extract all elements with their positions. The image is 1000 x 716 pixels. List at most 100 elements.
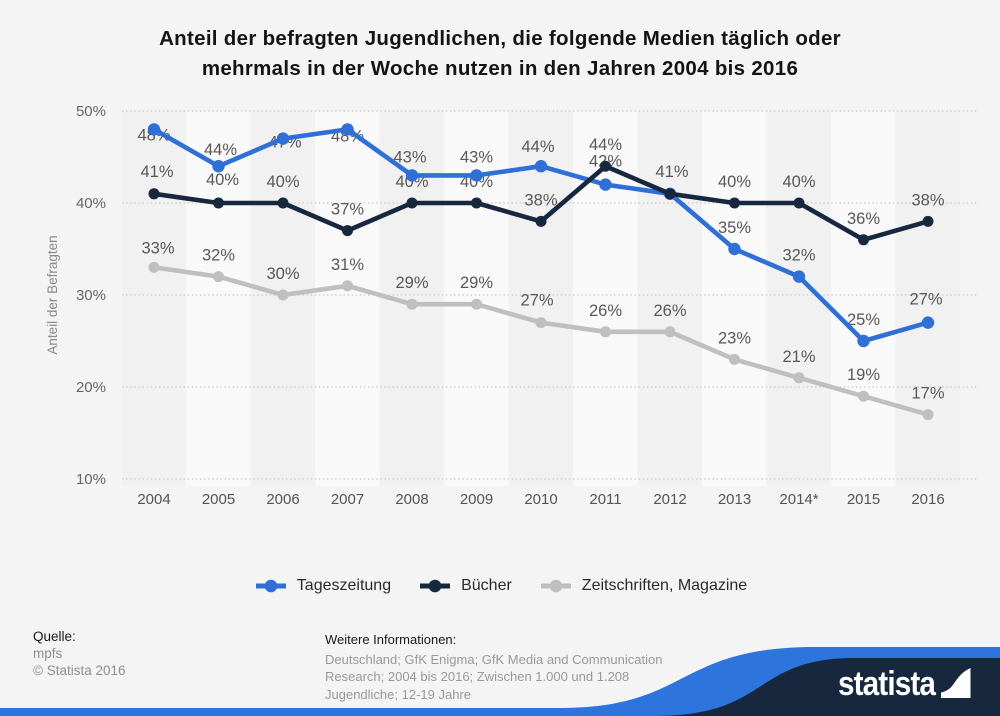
value-label: 44%	[589, 136, 622, 154]
legend-item-buecher[interactable]: Bücher	[417, 577, 512, 595]
legend-label: Bücher	[461, 577, 512, 594]
legend-marker-tageszeitung-icon	[255, 579, 286, 593]
legend-item-tageszeitung[interactable]: Tageszeitung	[253, 577, 391, 595]
data-point	[213, 197, 224, 209]
data-point	[342, 280, 353, 292]
value-label: 17%	[911, 385, 944, 403]
y-axis-title: Anteil der Befragten	[45, 235, 60, 354]
plot-band	[831, 111, 896, 486]
footer-source: Quelle: mpfs © Statista 2016	[33, 628, 126, 679]
x-axis-tick: 2014*	[779, 491, 818, 508]
data-point	[600, 326, 611, 338]
value-label: 27%	[909, 291, 942, 309]
info-line-1: Deutschland; GfK Enigma; GfK Media and C…	[325, 651, 663, 667]
y-axis-tick: 50%	[76, 103, 106, 120]
data-point	[406, 298, 418, 310]
x-axis-tick: 2009	[460, 491, 493, 508]
value-label: 40%	[206, 171, 239, 189]
footer-info: Weitere Informationen: Deutschland; GfK …	[325, 631, 662, 703]
data-point	[405, 169, 419, 182]
chart-title-line2: mehrmals in der Woche nutzen in den Jahr…	[201, 57, 799, 80]
plot-band	[121, 111, 187, 486]
value-label: 38%	[911, 191, 944, 209]
value-label: 40%	[266, 173, 299, 191]
data-point	[793, 372, 805, 384]
data-point	[793, 197, 805, 209]
data-point	[535, 317, 547, 329]
statista-logo-text: statista	[838, 665, 937, 703]
value-label: 33%	[141, 239, 174, 257]
data-point	[599, 178, 612, 191]
data-point	[212, 160, 225, 173]
info-line-2: Research; 2004 bis 2016; Zwischen 1.000 …	[325, 669, 630, 684]
data-point	[276, 132, 290, 145]
data-point	[792, 270, 806, 283]
branding-navy-wave	[655, 658, 1000, 716]
plot-band	[186, 111, 251, 486]
legend-label: Tageszeitung	[296, 577, 392, 594]
data-point	[470, 169, 483, 182]
x-axis-tick: 2004	[137, 491, 170, 508]
value-label: 32%	[202, 247, 235, 265]
value-label: 30%	[266, 265, 299, 283]
value-label: 31%	[331, 256, 364, 274]
copyright-text: © Statista 2016	[33, 663, 126, 678]
statista-logo-mark-icon	[941, 668, 971, 698]
value-label: 43%	[393, 148, 426, 166]
x-axis-tick: 2005	[202, 491, 235, 508]
value-label: 26%	[653, 302, 686, 320]
x-axis-tick: 2007	[331, 491, 364, 508]
source-label: Quelle:	[33, 629, 76, 644]
data-point	[148, 188, 160, 200]
value-label: 43%	[460, 148, 493, 166]
y-axis-tick: 10%	[76, 471, 106, 488]
legend-item-zeitschriften[interactable]: Zeitschriften, Magazine	[538, 577, 747, 595]
data-point	[729, 353, 740, 365]
value-label: 29%	[395, 274, 428, 292]
data-point	[148, 261, 160, 273]
value-label: 41%	[655, 163, 688, 181]
data-point	[147, 123, 161, 136]
value-label: 23%	[718, 329, 751, 347]
plot-band	[702, 111, 767, 486]
chart-title: Anteil der befragten Jugendlichen, die f…	[0, 24, 1000, 84]
data-point	[729, 197, 740, 209]
value-label: 25%	[847, 311, 880, 329]
data-point	[922, 215, 934, 227]
data-point	[471, 298, 482, 310]
data-point	[857, 334, 870, 348]
y-axis-tick: 30%	[76, 287, 106, 304]
plot-band	[444, 111, 509, 486]
data-point	[341, 123, 354, 136]
data-point	[664, 326, 676, 338]
value-label: 21%	[782, 348, 815, 366]
data-point	[342, 225, 353, 237]
value-label: 41%	[140, 163, 173, 181]
value-label: 44%	[204, 141, 237, 159]
data-point	[922, 409, 934, 421]
value-label: 19%	[847, 366, 880, 384]
data-point	[858, 390, 869, 402]
x-axis-tick: 2008	[395, 491, 428, 508]
info-line-3: Jugendliche; 12-19 Jahre	[325, 686, 471, 702]
data-point	[535, 215, 547, 227]
legend-label: Zeitschriften, Magazine	[581, 577, 748, 594]
data-point	[277, 197, 289, 209]
value-label: 32%	[782, 247, 815, 265]
value-label: 29%	[460, 274, 493, 292]
line-chart: 50% 40% 30% 20% 10% 2004 2005 2006 2007 2008 2009 2…	[45, 103, 978, 508]
legend-marker-buecher-icon	[420, 579, 451, 593]
y-axis-tick: 20%	[76, 379, 106, 396]
plot-band	[895, 111, 961, 486]
value-label: 44%	[521, 138, 554, 156]
statista-branding: statista	[0, 647, 1000, 716]
value-label: 26%	[589, 302, 622, 320]
data-point	[728, 242, 741, 256]
data-point	[858, 234, 869, 246]
value-label: 27%	[520, 292, 553, 310]
x-axis-tick: 2010	[524, 491, 557, 508]
data-point	[213, 271, 224, 283]
legend: Tageszeitung Bücher Zeitschriften, Magaz…	[0, 577, 1000, 595]
data-point	[277, 289, 289, 301]
